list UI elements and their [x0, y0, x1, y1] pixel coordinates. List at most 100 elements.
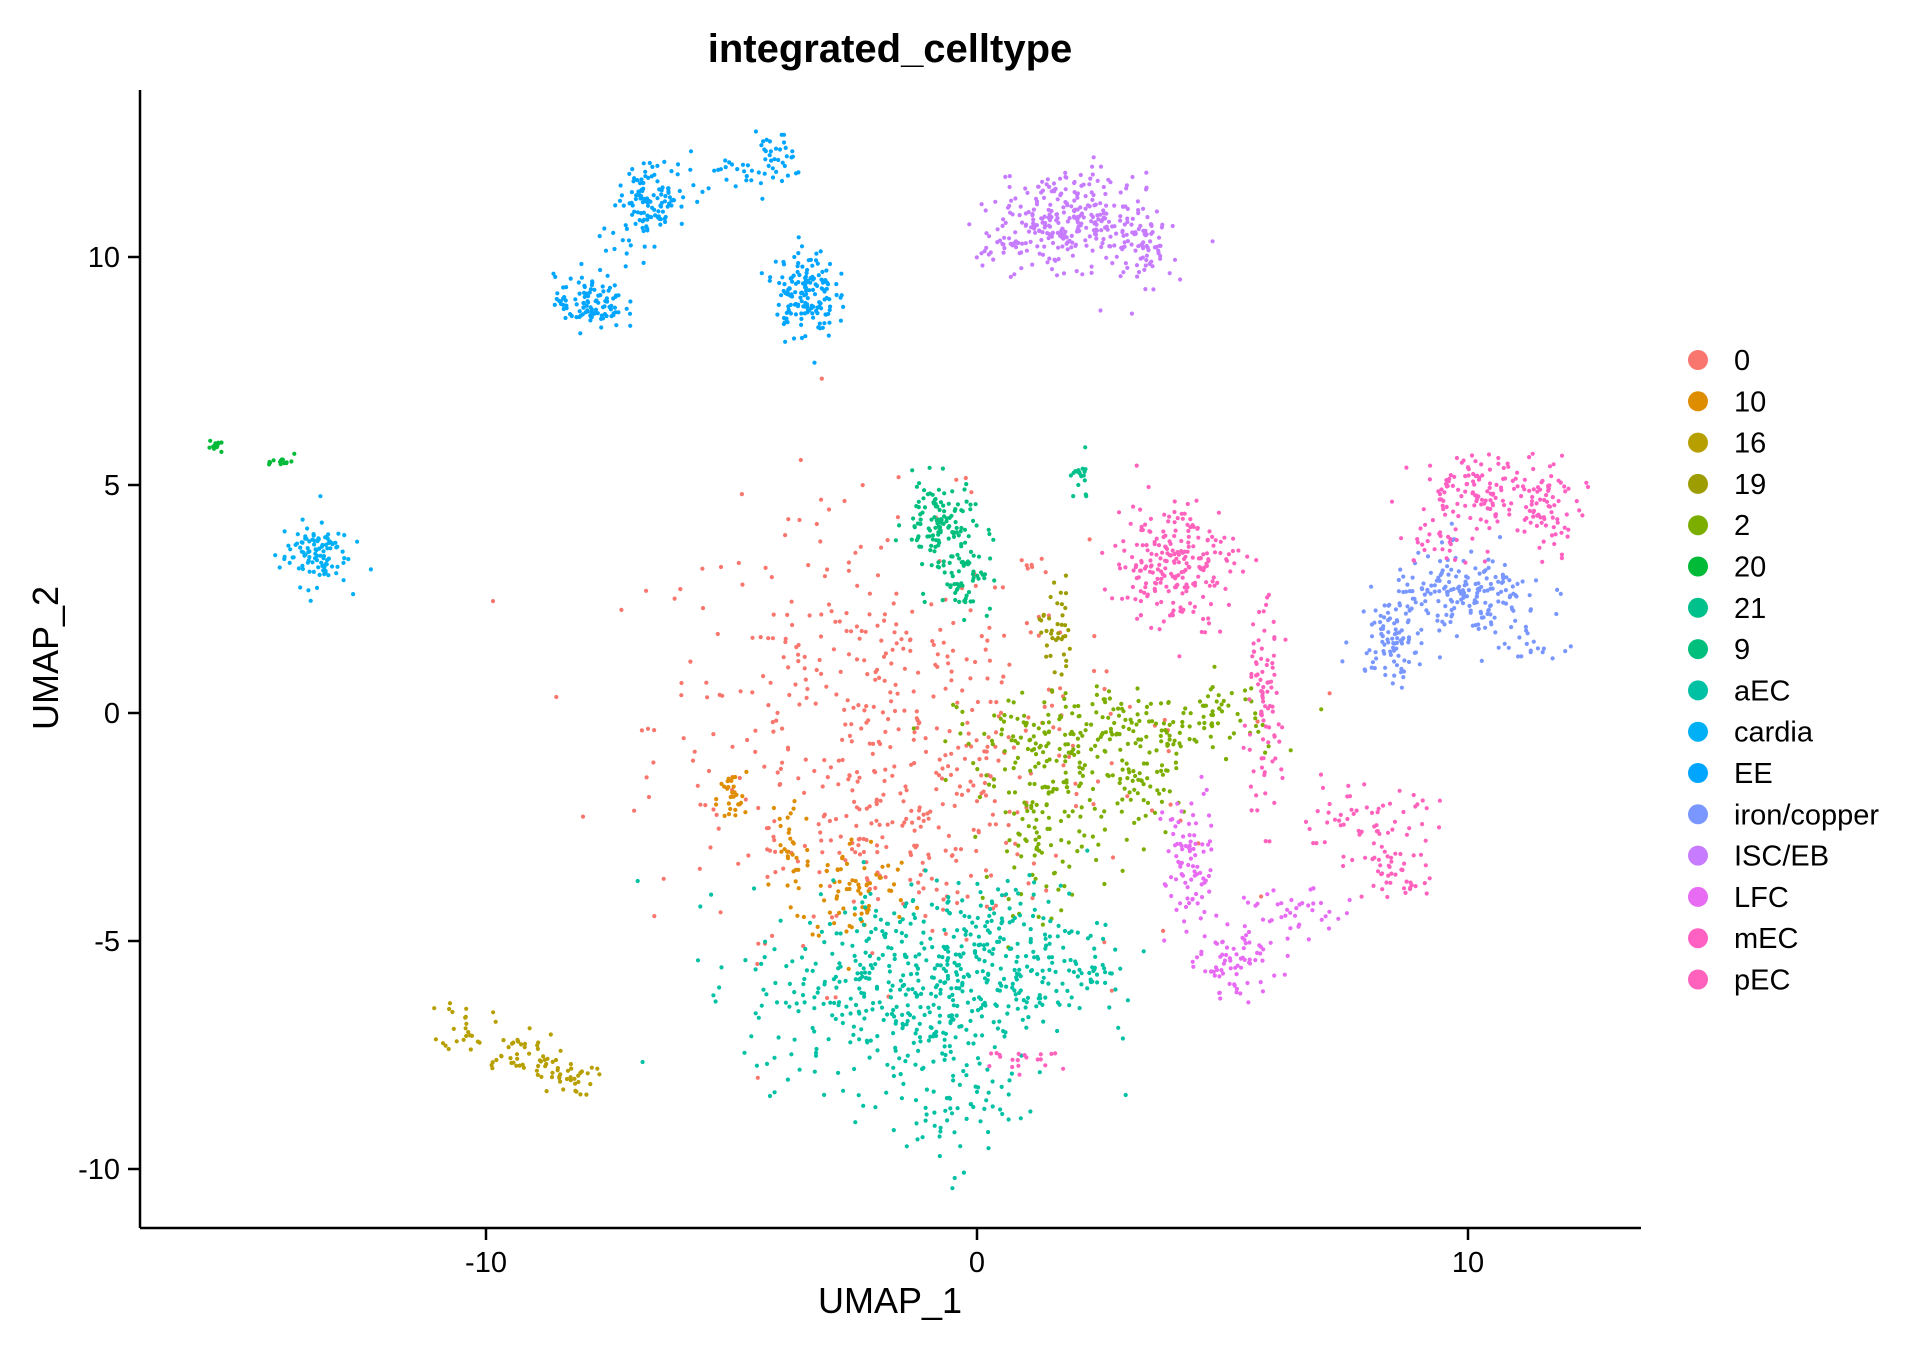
data-point: [1034, 817, 1039, 822]
data-point: [862, 1016, 867, 1021]
data-point: [1171, 831, 1176, 837]
data-point: [1496, 461, 1501, 466]
data-point: [1228, 958, 1233, 963]
data-point: [1028, 768, 1033, 774]
data-point: [1047, 757, 1052, 762]
data-points-layer: [207, 129, 1591, 1191]
data-point: [1168, 802, 1173, 807]
data-point: [1078, 814, 1083, 819]
data-point: [1294, 906, 1299, 911]
data-point: [1420, 798, 1425, 803]
data-point: [962, 617, 967, 623]
data-point: [446, 1046, 451, 1052]
data-point: [987, 913, 992, 919]
data-point: [1420, 822, 1425, 827]
data-point: [1261, 947, 1266, 952]
data-point: [1087, 537, 1092, 542]
data-point: [1047, 616, 1052, 621]
data-point: [949, 986, 954, 991]
data-point: [1303, 819, 1309, 825]
data-point: [954, 525, 959, 531]
data-point: [936, 517, 941, 522]
data-point: [1042, 244, 1047, 249]
data-point: [1388, 652, 1393, 658]
data-point: [1170, 574, 1175, 579]
data-point: [282, 529, 287, 534]
data-point: [1283, 913, 1288, 918]
data-point: [1520, 579, 1525, 584]
data-point: [1061, 236, 1066, 241]
data-point: [1084, 225, 1089, 230]
data-point: [999, 727, 1005, 732]
data-point: [997, 981, 1003, 986]
x-tick-label: -10: [465, 1247, 507, 1279]
data-point: [1493, 630, 1498, 635]
data-point: [491, 1010, 496, 1015]
data-point: [780, 726, 785, 731]
data-point: [888, 745, 893, 750]
data-point: [1242, 924, 1247, 929]
data-point: [1265, 689, 1270, 694]
data-point: [581, 301, 586, 306]
data-point: [1364, 805, 1369, 810]
data-point: [558, 1079, 563, 1084]
data-point: [289, 459, 294, 464]
data-point: [1385, 854, 1390, 859]
data-point: [1195, 901, 1200, 906]
data-point: [770, 175, 776, 180]
data-point: [1217, 974, 1222, 979]
data-point: [955, 700, 960, 705]
data-point: [1090, 786, 1096, 792]
data-point: [1202, 726, 1207, 731]
data-point: [1061, 205, 1066, 210]
data-point: [918, 521, 923, 527]
data-point: [744, 769, 749, 775]
data-point: [1168, 553, 1173, 558]
data-point: [987, 949, 992, 954]
data-point: [1102, 940, 1107, 945]
data-point: [802, 311, 808, 316]
data-point: [299, 549, 304, 554]
data-point: [1054, 787, 1059, 792]
data-point: [1036, 841, 1041, 847]
data-point: [1256, 682, 1261, 687]
data-point: [579, 1069, 585, 1074]
data-point: [1207, 889, 1212, 894]
data-point: [1428, 570, 1433, 575]
data-point: [929, 517, 934, 522]
data-point: [818, 249, 823, 254]
data-point: [1346, 783, 1351, 789]
data-point: [979, 634, 984, 639]
series-2: [911, 664, 1324, 950]
data-point: [1584, 480, 1589, 485]
data-point: [1307, 826, 1312, 832]
data-point: [1245, 900, 1251, 905]
data-point: [935, 905, 940, 911]
data-point: [1380, 803, 1386, 808]
data-point: [802, 654, 807, 660]
data-point: [951, 1078, 956, 1083]
data-point: [827, 884, 833, 889]
data-point: [966, 1041, 971, 1046]
data-point: [965, 559, 971, 564]
data-point: [808, 257, 814, 262]
data-point: [1028, 940, 1033, 945]
data-point: [1425, 539, 1430, 544]
data-point: [904, 788, 909, 793]
data-point: [1145, 215, 1150, 220]
data-point: [1037, 228, 1042, 234]
data-point: [1187, 849, 1192, 854]
data-point: [1259, 711, 1264, 716]
data-point: [955, 1003, 960, 1009]
data-point: [771, 805, 777, 811]
data-point: [1010, 1064, 1015, 1070]
data-point: [588, 318, 593, 323]
data-point: [1015, 755, 1021, 761]
data-point: [903, 784, 908, 789]
data-point: [1020, 220, 1025, 225]
data-point: [844, 813, 849, 819]
data-point: [1439, 540, 1445, 545]
data-point: [1120, 758, 1125, 763]
data-point: [767, 848, 773, 853]
data-point: [814, 1046, 819, 1052]
